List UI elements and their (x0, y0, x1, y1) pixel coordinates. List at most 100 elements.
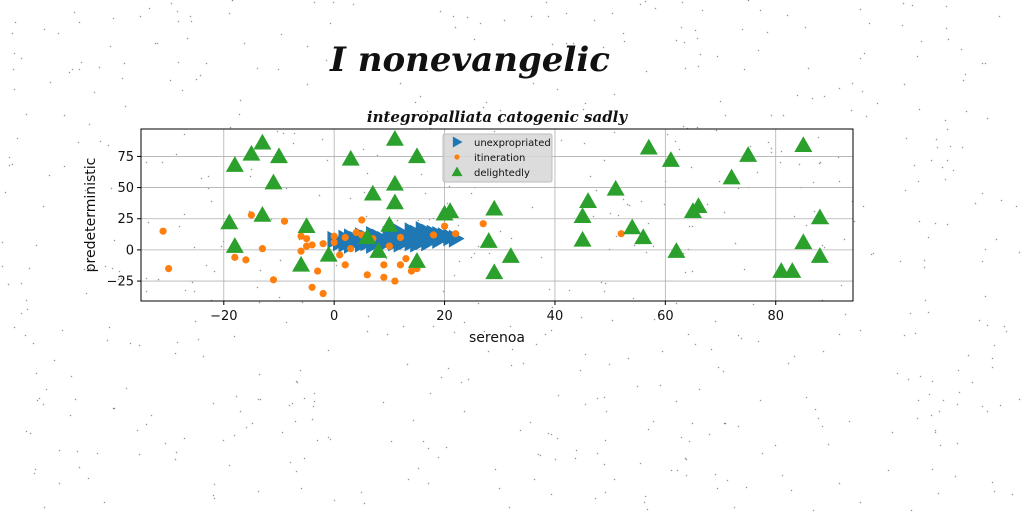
x-tick-label: 20 (436, 309, 453, 324)
data-point-delightedly (606, 179, 625, 196)
data-point-delightedly (225, 237, 244, 253)
data-point-delightedly (634, 228, 653, 245)
legend-marker-delightedly (451, 166, 463, 177)
data-point-delightedly (661, 151, 680, 167)
data-point-delightedly (220, 213, 239, 230)
data-point-delightedly (579, 192, 598, 209)
data-point-itineration (396, 261, 405, 269)
data-point-delightedly (485, 199, 504, 216)
legend-label-unexpropriated: unexpropriated (474, 138, 551, 149)
data-point-delightedly (264, 173, 283, 190)
series-unexpropriated (327, 220, 465, 254)
data-point-itineration (336, 251, 344, 259)
data-point-delightedly (369, 242, 388, 258)
legend-label-itineration: itineration (474, 153, 525, 164)
data-point-itineration (479, 220, 487, 228)
data-point-delightedly (794, 136, 813, 152)
data-point-itineration (164, 264, 173, 273)
data-point-itineration (452, 230, 460, 238)
data-point-itineration (302, 242, 311, 250)
data-point-delightedly (297, 217, 316, 233)
data-point-itineration (280, 217, 289, 225)
data-point-delightedly (783, 262, 802, 278)
y-tick-label: −25 (107, 275, 134, 290)
data-point-itineration (247, 211, 255, 219)
data-point-delightedly (269, 147, 288, 164)
data-point-itineration (330, 238, 338, 247)
data-point-delightedly (319, 245, 338, 262)
data-point-itineration (330, 232, 338, 240)
data-point-itineration (297, 247, 305, 255)
legend-label-delightedly: delightedly (474, 168, 530, 179)
data-point-delightedly (479, 232, 498, 248)
data-point-delightedly (485, 263, 504, 280)
data-point-itineration (385, 242, 393, 250)
data-point-itineration (231, 253, 239, 261)
x-tick-label: −20 (210, 309, 237, 324)
data-point-delightedly (623, 218, 642, 235)
data-point-delightedly (407, 252, 426, 268)
legend-marker-itineration (454, 154, 460, 160)
data-point-itineration (159, 227, 167, 235)
x-tick-label: 0 (330, 309, 338, 324)
data-point-delightedly (441, 202, 460, 219)
legend: unexpropriated itineration delightedly (442, 133, 553, 183)
data-point-itineration (258, 245, 267, 253)
data-point-itineration (297, 232, 305, 240)
data-point-delightedly (573, 207, 592, 223)
data-point-itineration (363, 271, 371, 279)
data-point-itineration (352, 228, 360, 237)
data-point-delightedly (385, 193, 404, 210)
y-axis-label: predeterministic (83, 158, 99, 273)
data-point-itineration (429, 231, 438, 239)
data-point-itineration (391, 277, 399, 285)
data-point-delightedly (573, 230, 592, 247)
data-point-itineration (319, 289, 327, 298)
data-point-itineration (308, 241, 316, 249)
data-point-itineration (319, 240, 327, 248)
data-point-itineration (308, 283, 316, 291)
tick-layer: −20 0 20 40 60 80 −25 0 25 50 75 (107, 150, 784, 324)
plot-frame (140, 128, 854, 302)
legend-marker-unexpropriated (452, 136, 463, 148)
data-point-delightedly (501, 247, 520, 263)
data-point-itineration (407, 267, 416, 275)
data-point-delightedly (667, 242, 686, 258)
data-point-itineration (341, 233, 349, 242)
series-itineration (159, 211, 625, 298)
data-point-delightedly (253, 133, 272, 150)
data-point-itineration (440, 222, 449, 230)
data-point-delightedly (722, 168, 741, 185)
series-delightedly (220, 129, 829, 280)
y-tick-label: 25 (117, 212, 134, 227)
data-point-delightedly (407, 147, 426, 164)
legend-box (442, 133, 553, 183)
data-point-delightedly (253, 206, 272, 222)
data-point-delightedly (739, 146, 758, 162)
data-point-delightedly (810, 247, 829, 263)
data-point-delightedly (385, 129, 404, 146)
plot-title: integropalliata catogenic sadly (367, 108, 628, 126)
data-point-itineration (341, 261, 349, 269)
data-point-delightedly (385, 174, 404, 191)
data-point-delightedly (242, 144, 261, 161)
x-axis-label: serenoa (469, 330, 525, 346)
data-point-delightedly (292, 255, 311, 272)
x-tick-label: 60 (657, 309, 674, 324)
data-point-itineration (358, 216, 366, 224)
data-point-itineration (347, 245, 355, 253)
y-tick-label: 50 (117, 181, 134, 196)
data-point-itineration (380, 273, 388, 281)
y-tick-label: 75 (117, 150, 134, 165)
data-point-delightedly (639, 138, 658, 155)
data-point-delightedly (358, 228, 377, 245)
x-tick-label: 80 (767, 309, 784, 324)
data-point-delightedly (225, 156, 244, 172)
data-point-itineration (402, 255, 410, 263)
data-point-itineration (269, 276, 278, 284)
data-point-delightedly (794, 233, 813, 250)
data-point-delightedly (810, 208, 829, 225)
x-tick-label: 40 (547, 309, 564, 324)
data-point-delightedly (380, 215, 399, 232)
